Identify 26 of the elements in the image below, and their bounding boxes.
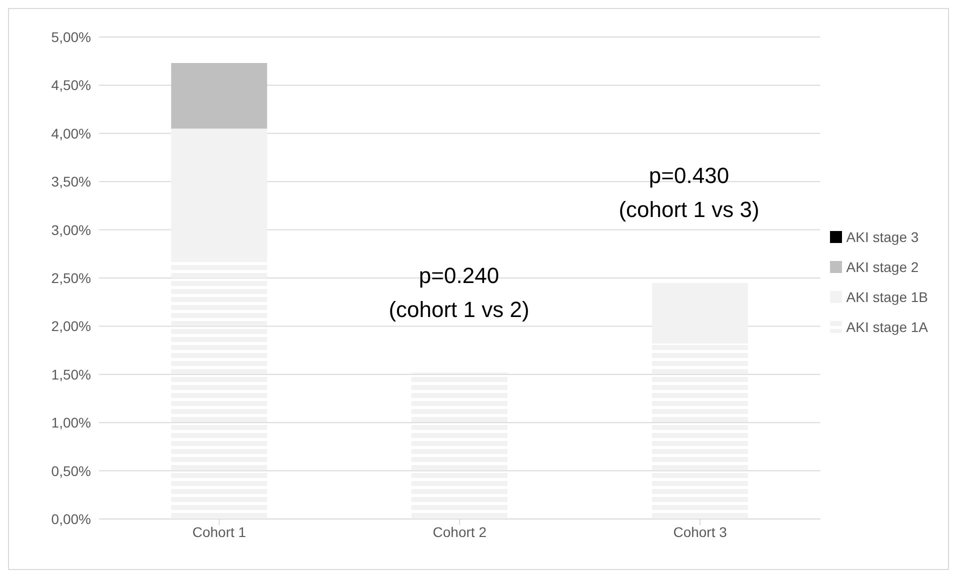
bar (171, 128, 268, 259)
y-tick-label: 1,50% (51, 366, 91, 382)
y-tick-label: 0,50% (51, 462, 91, 479)
bar (652, 344, 748, 519)
legend-label: AKI stage 2 (845, 259, 920, 275)
y-tick-label: 3,00% (51, 222, 91, 238)
y-tick-label: 2,50% (51, 270, 91, 286)
y-tick-label: 3,50% (51, 174, 91, 190)
y-tick-label: 0,00% (51, 510, 91, 527)
bar (171, 258, 268, 519)
y-tick-label: 5,00% (51, 28, 91, 45)
y-tick-label: 4,50% (51, 77, 91, 94)
legend-label: AKI stage 3 (845, 229, 920, 245)
x-tick-label: Cohort 3 (673, 524, 728, 540)
y-tick-label: 4,00% (51, 125, 91, 142)
annotation: p=0.430 (cohort 1 vs 3) (618, 162, 760, 224)
legend-label: AKI stage 1B (845, 289, 928, 305)
x-tick-label: Cohort 2 (432, 524, 487, 540)
bar (412, 372, 508, 519)
bar (652, 282, 748, 344)
annotation: p=0.240 (cohort 1 vs 2) (388, 262, 530, 324)
y-tick-label: 2,00% (51, 318, 91, 334)
bar (171, 63, 268, 129)
x-tick-label: Cohort 1 (192, 524, 246, 540)
y-tick-label: 1,00% (51, 414, 91, 431)
legend-label: AKI stage 1A (845, 319, 928, 335)
